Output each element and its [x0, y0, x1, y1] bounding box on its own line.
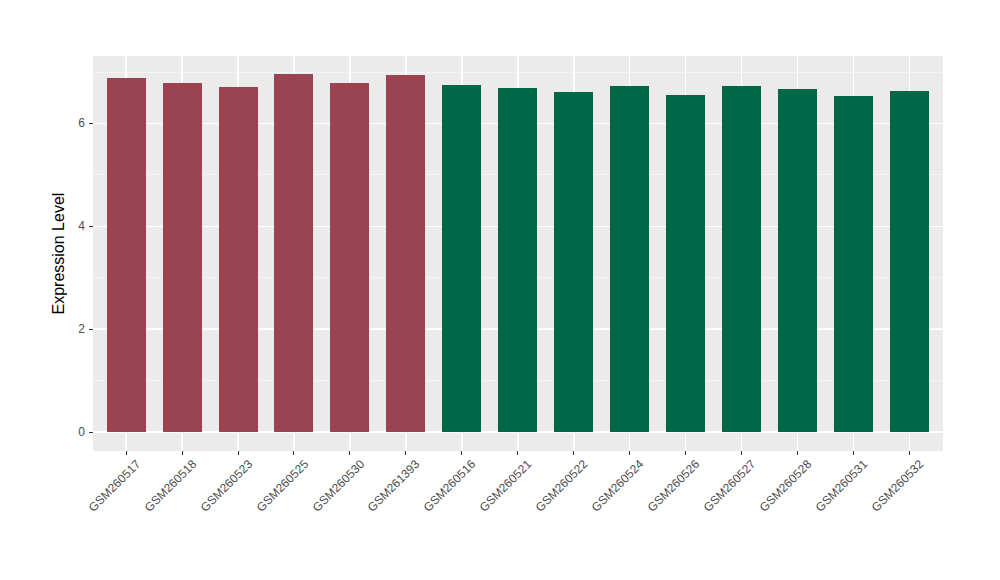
x-tick-mark: [517, 451, 518, 456]
bar-GSM261393: [386, 75, 425, 432]
x-tick-mark: [909, 451, 910, 456]
bar-GSM260527: [722, 86, 761, 432]
x-tick-mark: [461, 451, 462, 456]
x-tick-label: GSM260527: [701, 457, 759, 515]
x-tick-label: GSM260521: [477, 457, 535, 515]
x-tick-mark: [126, 451, 127, 456]
bar-GSM260524: [610, 86, 649, 432]
plot-panel: [93, 56, 944, 451]
y-tick-label: 0: [58, 425, 85, 439]
x-tick-mark: [349, 451, 350, 456]
bar-GSM260525: [274, 74, 313, 433]
x-tick-label: GSM260532: [869, 457, 927, 515]
y-tick-label: 2: [58, 322, 85, 336]
x-tick-label: GSM260524: [589, 457, 647, 515]
bar-GSM260530: [330, 83, 369, 432]
y-tick-label: 6: [58, 116, 85, 130]
y-tick-mark: [89, 123, 93, 124]
x-tick-label: GSM261393: [365, 457, 423, 515]
bar-GSM260521: [498, 88, 537, 432]
y-tick-label: 4: [58, 219, 85, 233]
y-tick-mark: [89, 226, 93, 227]
bar-GSM260523: [219, 87, 258, 432]
x-tick-mark: [238, 451, 239, 456]
bar-GSM260518: [163, 83, 202, 432]
x-tick-label: GSM260531: [813, 457, 871, 515]
bar-GSM260517: [107, 78, 146, 432]
x-tick-mark: [797, 451, 798, 456]
x-tick-label: GSM260528: [757, 457, 815, 515]
x-tick-mark: [405, 451, 406, 456]
x-tick-mark: [853, 451, 854, 456]
bar-GSM260532: [890, 91, 929, 433]
bar-chart-figure: Expression Level 0 2 4 6 GSM260517GSM260518…: [0, 0, 1000, 580]
x-tick-mark: [685, 451, 686, 456]
x-tick-label: GSM260530: [309, 457, 367, 515]
y-tick-mark: [89, 329, 93, 330]
bar-GSM260516: [442, 85, 481, 432]
bar-GSM260526: [666, 95, 705, 432]
x-tick-mark: [293, 451, 294, 456]
x-tick-label: GSM260526: [645, 457, 703, 515]
x-tick-mark: [182, 451, 183, 456]
x-tick-label: GSM260516: [421, 457, 479, 515]
x-tick-label: GSM260517: [85, 457, 143, 515]
x-tick-mark: [741, 451, 742, 456]
y-axis-title: Expression Level: [50, 56, 68, 451]
x-tick-mark: [629, 451, 630, 456]
x-tick-label: GSM260523: [197, 457, 255, 515]
x-tick-mark: [573, 451, 574, 456]
bar-GSM260531: [834, 96, 873, 432]
x-tick-label: GSM260525: [253, 457, 311, 515]
bar-GSM260528: [778, 89, 817, 432]
bar-GSM260522: [554, 92, 593, 433]
y-tick-mark: [89, 432, 93, 433]
x-tick-label: GSM260522: [533, 457, 591, 515]
x-tick-label: GSM260518: [141, 457, 199, 515]
